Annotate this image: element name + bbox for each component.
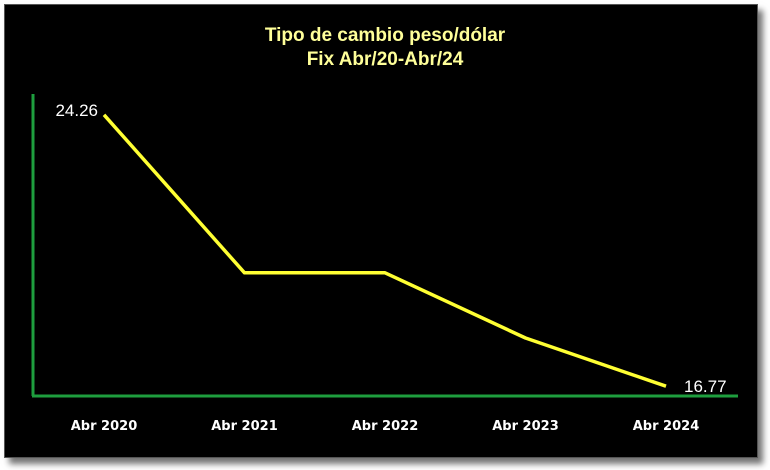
series-line-0 [102, 113, 667, 388]
x-tick-label: Abr 2020 [71, 419, 138, 434]
data-label-last: 16.77 [684, 377, 727, 396]
chart-title: Tipo de cambio peso/dólar Fix Abr/20-Abr… [0, 24, 770, 72]
x-tick-label: Abr 2022 [352, 419, 419, 434]
x-tick-label: Abr 2024 [633, 419, 700, 434]
data-label-first: 24.26 [55, 101, 98, 120]
chart-title-line-1: Tipo de cambio peso/dólar [264, 25, 506, 46]
x-tick-label: Abr 2021 [211, 419, 278, 434]
x-tick-label: Abr 2023 [492, 419, 559, 434]
chart-frame [4, 4, 758, 458]
chart-title-line-2: Fix Abr/20-Abr/24 [306, 49, 464, 70]
